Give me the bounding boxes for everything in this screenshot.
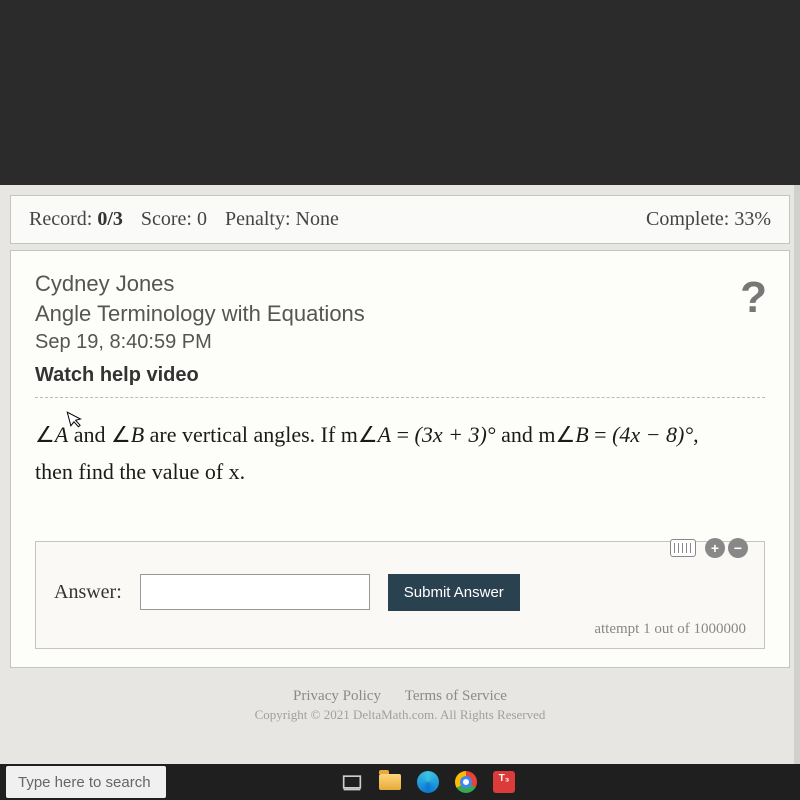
watch-help-video-link[interactable]: Watch help video [35, 364, 765, 387]
taskbar-search-input[interactable]: Type here to search [6, 766, 166, 798]
timestamp: Sep 19, 8:40:59 PM [35, 331, 765, 354]
screen-area: Record: 0/3 Score: 0 Penalty: None Compl… [0, 185, 800, 800]
zoom-out-button[interactable]: − [728, 538, 748, 558]
record-status-bar: Record: 0/3 Score: 0 Penalty: None Compl… [10, 195, 790, 244]
privacy-link[interactable]: Privacy Policy [293, 688, 381, 704]
file-explorer-icon[interactable] [374, 766, 406, 798]
zoom-in-button[interactable]: + [705, 538, 725, 558]
divider [35, 397, 765, 398]
penalty-stat: Penalty: None [225, 208, 339, 231]
terms-link[interactable]: Terms of Service [405, 688, 507, 704]
student-name: Cydney Jones [35, 271, 765, 297]
chrome-browser-icon[interactable] [450, 766, 482, 798]
edge-browser-icon[interactable] [412, 766, 444, 798]
assignment-title: Angle Terminology with Equations [35, 301, 765, 327]
attempt-counter: attempt 1 out of 1000000 [54, 621, 746, 638]
score-stat: Score: 0 [141, 208, 207, 231]
help-icon[interactable]: ? [740, 273, 767, 323]
record-stat: Record: 0/3 [29, 208, 123, 231]
answer-panel: + − Answer: Submit Answer attempt 1 out … [35, 541, 765, 649]
keyboard-icon[interactable] [670, 539, 696, 557]
answer-input[interactable] [140, 574, 370, 610]
problem-text: ∠A and ∠B are vertical angles. If m∠A = … [35, 416, 765, 491]
footer-links: Privacy Policy Terms of Service [0, 688, 800, 705]
problem-card: ? Cydney Jones Angle Terminology with Eq… [10, 250, 790, 668]
answer-label: Answer: [54, 581, 122, 604]
t3-app-icon[interactable]: T₃ [488, 766, 520, 798]
task-view-icon[interactable] [336, 766, 368, 798]
vertical-scrollbar[interactable] [794, 185, 800, 764]
submit-answer-button[interactable]: Submit Answer [388, 574, 520, 611]
copyright-text: Copyright © 2021 DeltaMath.com. All Righ… [0, 707, 800, 723]
windows-taskbar: Type here to search T₃ [0, 764, 800, 800]
complete-stat: Complete: 33% [646, 208, 771, 231]
photo-background-top [0, 0, 800, 185]
